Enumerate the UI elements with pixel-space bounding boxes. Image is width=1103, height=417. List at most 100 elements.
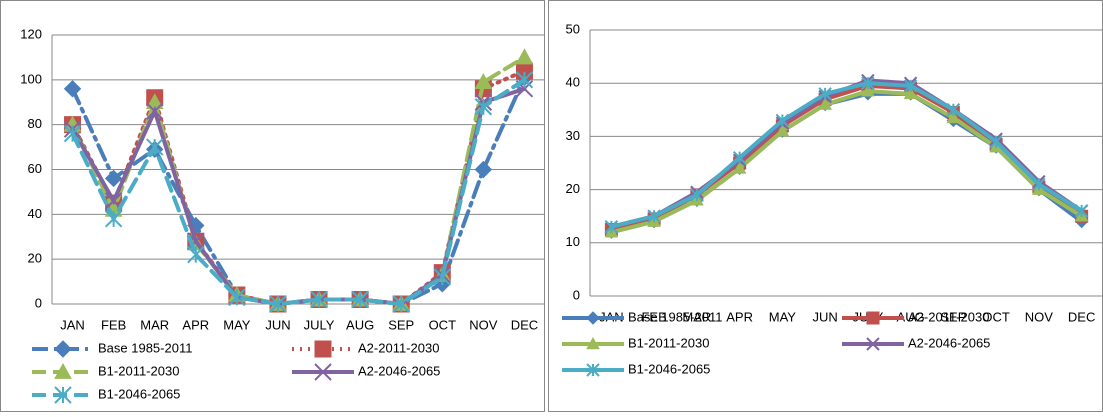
x-tick-label: OCT <box>429 317 457 332</box>
legend-label: A2-2011-2030 <box>908 309 989 324</box>
series-marker <box>269 295 287 313</box>
series-line <box>609 81 1084 229</box>
series-marker <box>228 288 246 306</box>
legend-label: B1-2011-2030 <box>98 363 179 378</box>
series-marker <box>861 84 875 97</box>
x-tick-label: JUN <box>812 309 837 324</box>
x-tick-label: DEC <box>1068 309 1095 324</box>
legend-label: Base 1985-2011 <box>98 340 192 355</box>
x-tick-label: OCT <box>982 309 1010 324</box>
x-tick-label: MAY <box>769 309 797 324</box>
series-marker <box>392 295 410 313</box>
series-marker <box>690 188 704 202</box>
series-marker <box>1032 177 1046 191</box>
legend-label: B1-2011-2030 <box>628 335 709 350</box>
series-marker <box>474 160 493 179</box>
y-tick-label: 40 <box>28 206 42 221</box>
series-marker <box>989 135 1003 149</box>
legend-marker <box>586 336 600 350</box>
x-tick-label: SEP <box>388 317 414 332</box>
legend-marker <box>54 340 72 358</box>
series-marker <box>818 87 832 101</box>
legend-marker <box>54 386 72 404</box>
series-marker <box>146 138 164 156</box>
legend-marker <box>314 363 332 381</box>
y-tick-label: 20 <box>28 251 42 266</box>
series-marker <box>775 124 790 137</box>
x-tick-label: JUN <box>265 317 290 332</box>
x-tick-label: APR <box>182 317 209 332</box>
x-tick-label: FEB <box>101 317 126 332</box>
series-marker <box>63 80 82 98</box>
series-line <box>70 75 527 307</box>
series-marker <box>351 290 369 309</box>
series-marker <box>433 268 451 286</box>
y-tick-label: 80 <box>28 116 42 131</box>
y-tick-label: 0 <box>573 287 580 302</box>
series-line <box>70 68 527 307</box>
series-marker <box>146 102 164 120</box>
series-marker <box>903 86 918 100</box>
series-marker <box>604 220 619 234</box>
series-marker <box>474 73 493 89</box>
chart-frame <box>0 0 545 412</box>
y-tick-label: 100 <box>20 71 42 86</box>
series-marker <box>515 48 534 65</box>
y-tick-label: 60 <box>28 161 42 176</box>
x-tick-label: NOV <box>469 317 498 332</box>
series-line <box>70 55 527 307</box>
x-tick-label: FEB <box>641 309 666 324</box>
series-marker <box>732 161 747 174</box>
x-tick-label: MAR <box>682 309 711 324</box>
legend-marker <box>866 311 880 325</box>
y-tick-label: 120 <box>20 26 42 41</box>
series-marker <box>818 97 832 110</box>
y-tick-label: 40 <box>566 75 580 90</box>
legend-label: A2-2046-2065 <box>358 363 440 378</box>
series-marker <box>903 79 918 93</box>
x-tick-label: AUG <box>346 317 374 332</box>
series-marker <box>310 290 328 309</box>
legend-label: A2-2011-2030 <box>358 340 439 355</box>
y-tick-label: 30 <box>566 128 580 143</box>
legend-label: B1-2046-2065 <box>628 361 710 376</box>
series-marker <box>63 124 82 143</box>
series-marker <box>775 113 790 128</box>
x-tick-label: JAN <box>60 317 85 332</box>
series-marker <box>104 210 123 228</box>
x-tick-label: AUG <box>897 309 925 324</box>
y-tick-label: 0 <box>35 295 42 310</box>
series-line <box>70 86 527 307</box>
series-marker <box>1074 204 1089 218</box>
y-tick-label: 20 <box>566 181 580 196</box>
series-marker <box>187 245 205 264</box>
legend-marker <box>586 363 600 377</box>
legend-marker <box>54 362 72 379</box>
series-marker <box>732 150 747 165</box>
x-tick-label: JULY <box>304 317 335 332</box>
legend-label: B1-2046-2065 <box>98 386 180 401</box>
x-tick-label: MAR <box>140 317 169 332</box>
series-marker <box>515 71 534 89</box>
series-marker <box>861 76 875 90</box>
series-marker <box>104 169 123 188</box>
x-tick-label: APR <box>726 309 753 324</box>
y-tick-label: 10 <box>566 234 580 249</box>
series-marker <box>474 98 493 116</box>
x-tick-label: NOV <box>1025 309 1054 324</box>
legend-label: A2-2046-2065 <box>908 335 990 350</box>
series-line <box>70 77 527 307</box>
legend-marker <box>314 340 332 358</box>
x-tick-label: SEP <box>940 309 966 324</box>
series-marker <box>647 209 661 223</box>
legend-marker <box>586 311 600 325</box>
x-tick-label: DEC <box>511 317 538 332</box>
series-line <box>609 89 1084 235</box>
legend-marker <box>866 337 880 351</box>
series-marker <box>946 103 961 117</box>
y-tick-label: 50 <box>566 21 580 36</box>
legend-label: Base 1985-2011 <box>628 309 722 324</box>
x-tick-label: MAY <box>223 317 251 332</box>
